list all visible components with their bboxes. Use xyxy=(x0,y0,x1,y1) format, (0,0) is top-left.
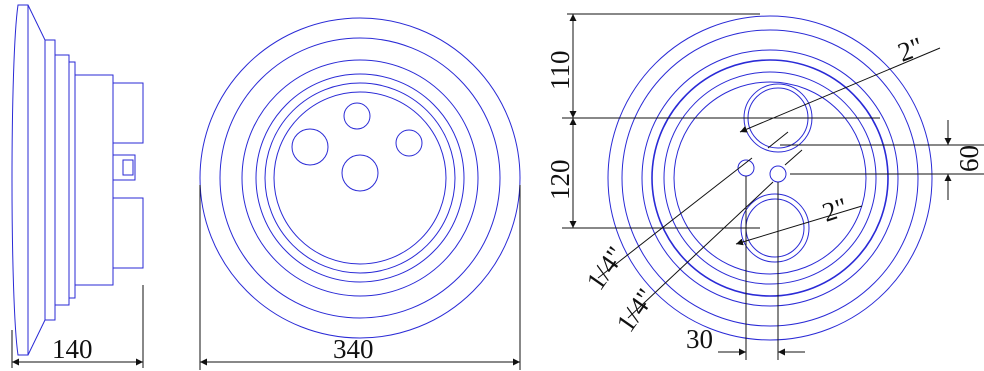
large-port-top-label: 2" xyxy=(894,31,927,68)
large-port-bottom-label: 2" xyxy=(819,192,852,228)
port-circle xyxy=(291,128,329,166)
top-offset-label: 110 xyxy=(545,51,575,91)
front-diameter-label: 340 xyxy=(333,334,374,364)
rear-view: 110 120 60 2" 2" 1/4" 1/4" 30 xyxy=(545,13,984,360)
side-width-label: 140 xyxy=(52,334,93,364)
port-circle xyxy=(343,102,371,130)
port-circle xyxy=(341,154,379,192)
side-view: 140 xyxy=(11,4,144,368)
small-port-spacing-label: 30 xyxy=(686,324,713,354)
offset-label: 60 xyxy=(954,145,984,172)
front-view: 340 xyxy=(199,17,521,370)
small-port-a-label: 1/4" xyxy=(580,241,631,296)
port-spacing-label: 120 xyxy=(545,160,575,201)
port-circle xyxy=(395,129,423,157)
small-port-b xyxy=(769,165,787,183)
